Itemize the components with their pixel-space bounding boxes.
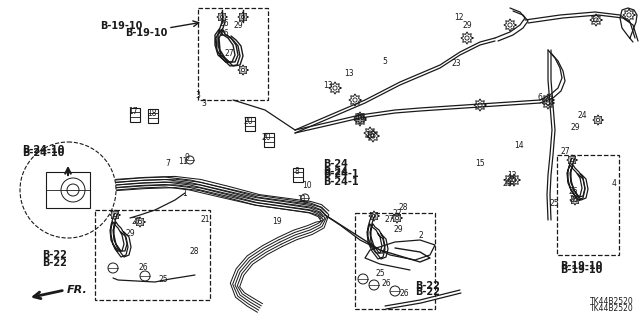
Text: 29: 29 [462,21,472,31]
Text: 26: 26 [138,263,148,271]
Text: 11: 11 [297,195,307,204]
Text: 22: 22 [392,209,402,218]
Text: 27: 27 [560,147,570,157]
Text: 3: 3 [202,99,207,108]
Text: B-24-1: B-24-1 [323,177,358,187]
Text: 17: 17 [128,107,138,115]
Text: B-19-10: B-19-10 [560,265,602,275]
Text: B-22: B-22 [415,287,440,297]
Text: 27: 27 [224,48,234,57]
Text: 13: 13 [323,80,333,90]
Text: 10: 10 [302,181,312,189]
Bar [130,108,140,122]
Text: B-22: B-22 [415,281,440,291]
Text: B-19-10: B-19-10 [100,21,142,31]
Text: B-24: B-24 [323,159,348,169]
Text: FR.: FR. [67,285,88,295]
Text: B-24-10: B-24-10 [22,145,65,155]
Text: TK44B2520: TK44B2520 [590,304,634,313]
Text: 28: 28 [189,248,199,256]
Text: 1: 1 [182,189,188,197]
Text: 25: 25 [549,199,559,209]
Text: 20: 20 [243,116,253,125]
Text: 4: 4 [612,179,616,188]
Text: 20: 20 [261,132,271,142]
Bar [264,133,274,147]
Text: 19: 19 [272,218,282,226]
Text: B-22: B-22 [42,258,67,268]
Text: 26: 26 [381,278,391,287]
Text: 26: 26 [219,28,229,38]
Bar [46,172,90,208]
Text: 25: 25 [375,269,385,278]
Text: B-19-10: B-19-10 [125,28,168,38]
Text: B-24-1: B-24-1 [323,169,358,179]
Text: 16: 16 [355,114,365,122]
Text: 26: 26 [569,196,579,204]
Text: 21: 21 [200,216,210,225]
Text: B-24-10: B-24-10 [22,148,65,158]
Text: 12: 12 [508,172,516,181]
Text: 29: 29 [125,228,135,238]
Text: 8: 8 [294,167,300,176]
Text: 15: 15 [475,159,485,167]
Text: 13: 13 [344,70,354,78]
Text: 12: 12 [590,16,600,25]
Bar [148,109,158,123]
Text: 29: 29 [393,226,403,234]
Text: B-22: B-22 [42,250,67,260]
Text: 14: 14 [514,140,524,150]
Text: 5: 5 [383,57,387,66]
Text: 29: 29 [233,21,243,31]
Text: 26: 26 [219,19,229,28]
Text: 7: 7 [166,159,170,167]
Text: 25: 25 [158,276,168,285]
Text: 26: 26 [568,187,578,196]
Text: 2: 2 [419,232,424,241]
Text: 24: 24 [577,110,587,120]
Text: 28: 28 [398,204,408,212]
Text: 3: 3 [196,92,200,100]
Text: B-19-10: B-19-10 [560,261,602,271]
Text: 16: 16 [365,130,375,139]
Text: 23: 23 [451,60,461,69]
Text: 18: 18 [147,109,157,118]
Text: 6: 6 [538,93,543,101]
Text: TK44B2520: TK44B2520 [590,297,634,306]
Text: 29: 29 [570,122,580,131]
Text: 29: 29 [502,179,512,188]
Text: 11: 11 [179,158,188,167]
Text: 9: 9 [184,152,189,161]
Text: 12: 12 [454,13,464,23]
Text: B-24: B-24 [323,167,348,177]
Bar [293,168,303,182]
Text: 26: 26 [399,288,409,298]
Text: 27: 27 [131,218,141,226]
Text: 27: 27 [384,214,394,224]
Bar [245,117,255,131]
